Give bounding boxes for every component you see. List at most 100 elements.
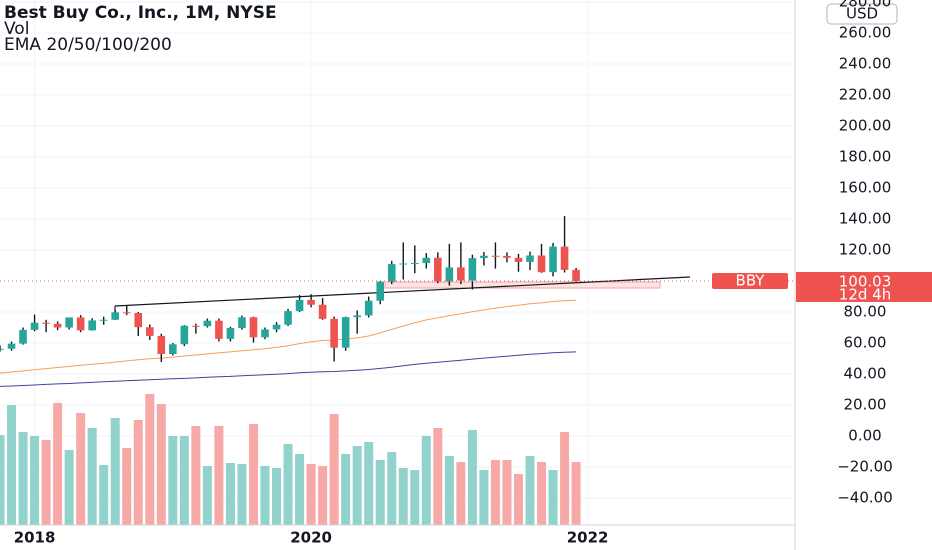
volume-bar [0,435,5,525]
candle-body [537,255,546,273]
candle-body [249,317,258,338]
countdown-label: 12d 4h [839,285,891,303]
y-tick-label: 260.00 [839,24,892,42]
x-tick-label: 2022 [567,529,609,547]
candle-body [491,255,500,257]
volume-bar [30,436,40,525]
x-tick-label: 2018 [14,529,56,547]
volume-bar [41,440,51,525]
volume-bar [18,432,28,525]
volume-bar [421,436,431,525]
volume-bar [479,470,489,525]
volume-bar [387,452,397,525]
volume-bar [410,470,420,525]
candle-body [215,320,223,339]
volume-bar [295,454,305,525]
y-tick-label: −40.00 [837,489,893,507]
overlay: BBY [0,271,795,289]
volume-bar [272,468,282,525]
volume-bar [99,465,109,525]
candle-body [526,255,534,262]
volume-bar [560,432,570,525]
candle-body [434,257,442,282]
volume-bar [179,436,189,525]
candle-body [0,348,4,350]
volume-bar [168,436,178,525]
y-tick-label: 140.00 [839,210,892,228]
candle-body [192,325,200,327]
candle-body [399,263,408,265]
y-tick-label: 240.00 [839,55,892,73]
volume-bar [364,442,374,525]
ema-line [0,299,577,374]
ema-lines [0,299,577,387]
y-tick-label: 220.00 [839,86,892,104]
volume-pane [0,394,581,525]
candle-body [238,317,246,328]
candle-body [457,267,465,281]
candle-body [422,257,431,264]
candle-body [226,327,235,339]
volume-bar [318,466,328,525]
candle-body [19,329,27,344]
volume-bar [548,470,558,525]
volume-bar [76,413,86,525]
y-tick-label: 20.00 [844,396,887,414]
candle-body [364,300,373,316]
symbol-label: BBY [736,271,766,289]
y-tick-label: 180.00 [839,148,892,166]
volume-bar [433,428,443,525]
volume-bar [260,466,270,525]
volume-bar [513,474,523,525]
candle-body [65,317,73,328]
candle-body [76,317,85,331]
candle-body [295,299,304,312]
candle-body [145,327,154,336]
currency-label[interactable]: USD [846,5,878,23]
volume-bar [444,456,454,525]
candle-body [203,320,212,327]
y-tick-label: 80.00 [844,303,887,321]
grid [0,0,795,525]
y-tick-label: 0.00 [848,427,881,445]
candle-body [53,323,62,328]
volume-bar [248,424,258,525]
candle-body [7,343,16,349]
candle-body [468,258,477,281]
volume-bar [64,450,74,525]
drawn-trendline [114,276,691,307]
candle-body [169,344,177,355]
candle-body [549,246,557,273]
volume-bar [283,444,293,525]
candle-body [514,257,523,262]
volume-bar [375,460,385,525]
volume-bar [306,464,316,525]
symbol-badge [712,272,788,289]
candle-body [445,267,454,282]
volume-bar [214,426,224,525]
y-tick-label: −20.00 [837,458,893,476]
candle-body [410,263,419,265]
volume-bar [329,414,339,525]
candle-body [572,269,580,281]
candle-body [480,255,488,259]
volume-bar [502,460,512,525]
y-tick-label: 40.00 [844,365,887,383]
candle-body [330,318,338,348]
candle-body [30,322,39,330]
candle-body [134,312,143,328]
volume-bar [122,448,132,525]
volume-bar [225,463,235,525]
candle-body [284,311,292,325]
indicator-label: EMA 20/50/100/200 [4,35,172,55]
volume-bar [537,462,547,525]
volume-bar [571,462,581,525]
candle-body [272,324,281,330]
currency-box[interactable] [826,3,898,25]
candle-body [353,315,361,318]
ema-line [0,351,577,387]
y-tick-label: 160.00 [839,179,892,197]
volume-bar [87,428,97,525]
volume-bar [145,394,155,525]
volume-bar [467,430,477,525]
